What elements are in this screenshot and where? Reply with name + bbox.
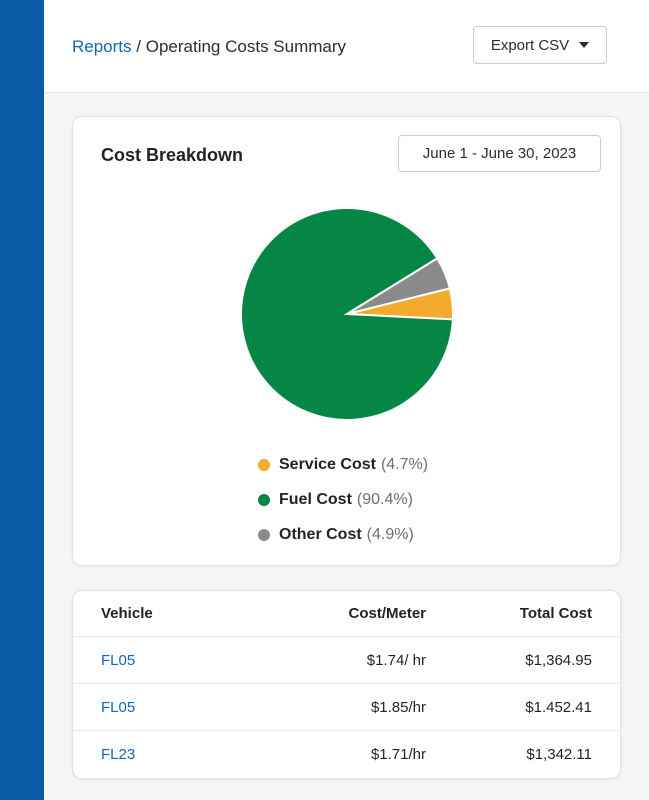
pie-chart [240,207,454,421]
vehicle-cost-table: Vehicle Cost/Meter Total Cost FL05 $1.74… [72,590,621,779]
table-row: FL23 $1.71/hr $1,342.11 [73,731,620,777]
vehicle-link[interactable]: FL05 [101,699,136,716]
page-title: Operating Costs Summary [145,37,347,56]
top-bar: Reports / Operating Costs Summary Export… [44,0,649,93]
legend-dot-other [258,528,270,541]
total-cost-cell: $1,342.11 [526,745,592,763]
legend-pct-fuel: (90.4%) [356,490,413,508]
legend-name-other: Other Cost [279,525,362,543]
side-rail [0,0,44,800]
legend-dot-fuel [258,493,270,506]
legend-item-other: Other Cost (4.9%) [258,517,428,552]
breadcrumb-reports-link[interactable]: Reports [72,37,132,56]
card-title: Cost Breakdown [101,145,244,165]
header-vehicle: Vehicle [101,605,153,622]
breadcrumb-separator: / [136,37,141,56]
export-csv-label: Export CSV [490,36,570,54]
pie-slice-other-cost [346,257,452,315]
header-cost-meter: Cost/Meter [348,605,426,622]
vehicle-link[interactable]: FL05 [101,652,136,669]
legend-dot-service [258,458,270,471]
table-header-row: Vehicle Cost/Meter Total Cost [73,591,620,637]
caret-down-icon [579,42,590,48]
legend-name-fuel: Fuel Cost [279,490,352,508]
export-csv-button[interactable]: Export CSV [473,26,607,64]
breadcrumb: Reports / Operating Costs Summary [72,37,346,57]
date-range-button[interactable]: June 1 - June 30, 2023 [398,135,601,172]
cost-meter-cell: $1.71/hr [370,745,426,763]
legend-name-service: Service Cost [279,455,376,473]
chart-legend: Service Cost (4.7%) Fuel Cost (90.4%) Ot… [258,447,428,552]
legend-pct-other: (4.9%) [366,525,414,543]
legend-item-service: Service Cost (4.7%) [258,447,428,482]
cost-breakdown-card: Cost Breakdown June 1 - June 30, 2023 Se… [72,116,621,566]
legend-item-fuel: Fuel Cost (90.4%) [258,482,428,517]
total-cost-cell: $1.452.41 [525,699,592,716]
cost-meter-cell: $1.74/ hr [366,652,426,669]
table-row: FL05 $1.85/hr $1.452.41 [73,685,620,731]
vehicle-link[interactable]: FL23 [101,745,136,763]
header-total-cost: Total Cost [519,605,592,622]
total-cost-cell: $1,364.95 [525,652,592,669]
table-row: FL05 $1.74/ hr $1,364.95 [73,638,620,684]
cost-meter-cell: $1.85/hr [370,699,426,716]
legend-pct-service: (4.7%) [380,455,429,473]
